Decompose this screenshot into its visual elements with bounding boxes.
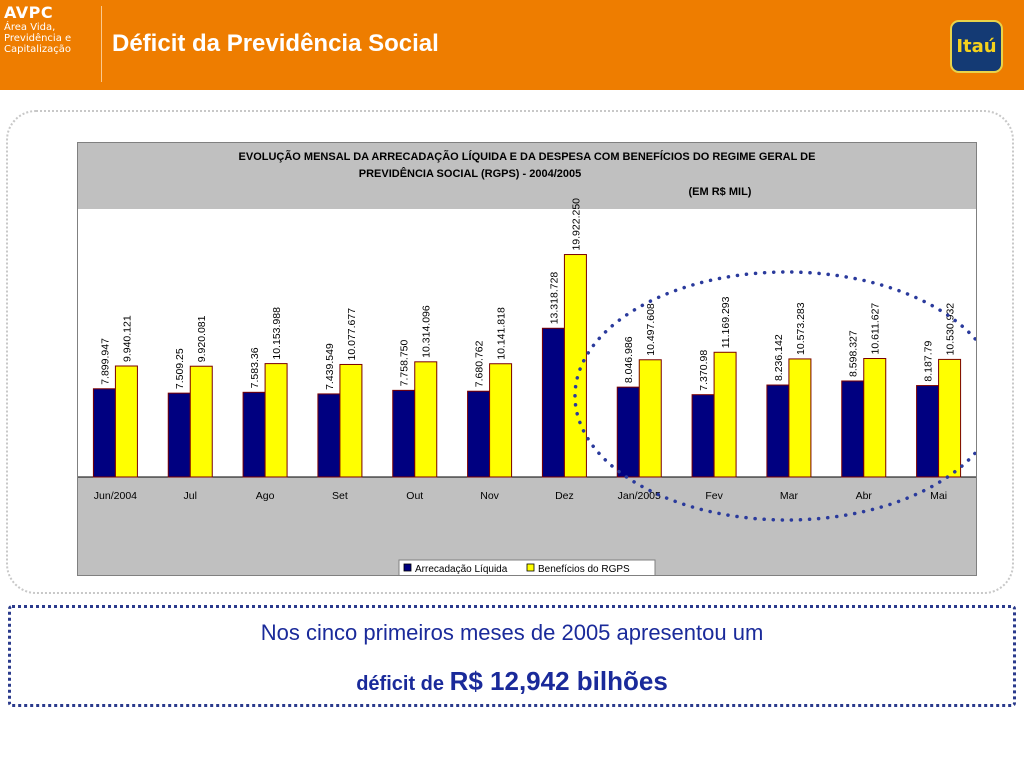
bar-arrecadacao-3 — [317, 393, 341, 478]
avpc-logo-line1: Área Vida, — [4, 21, 56, 33]
bar-label-arrecadacao-9: 8.236.142 — [773, 334, 785, 381]
bar-label-beneficios-8: 11.169.293 — [720, 296, 732, 348]
bar-beneficios-0 — [114, 365, 138, 478]
callout-line2: déficit de R$ 12,942 bilhões — [11, 666, 1013, 697]
legend-label-arrecadacao: Arrecadação Líquida — [415, 564, 508, 575]
bar-label-arrecadacao-3: 7.439.549 — [324, 343, 336, 390]
bar-label-beneficios-1: 9.920.081 — [196, 315, 208, 362]
bar-label-arrecadacao-2: 7.583.36 — [249, 347, 261, 388]
callout-box: Nos cinco primeiros meses de 2005 aprese… — [8, 605, 1016, 707]
bar-beneficios-8 — [713, 351, 737, 478]
x-tick-label-6: Dez — [555, 490, 574, 502]
bar-arrecadacao-1 — [167, 392, 191, 478]
bar-beneficios-5 — [489, 363, 513, 478]
x-tick-label-10: Abr — [856, 490, 873, 502]
legend-label-beneficios: Benefícios do RGPS — [538, 564, 630, 575]
bar-beneficios-4 — [414, 361, 438, 478]
bar-label-arrecadacao-7: 8.046.986 — [623, 336, 635, 383]
chart-title-line1: EVOLUÇÃO MENSAL DA ARRECADAÇÃO LÍQUIDA E… — [239, 150, 816, 163]
bar-beneficios-6 — [563, 254, 587, 478]
bar-arrecadacao-0 — [92, 388, 116, 478]
bar-beneficios-7 — [638, 359, 662, 478]
legend-swatch-beneficios — [526, 563, 535, 572]
bar-label-arrecadacao-0: 7.899.947 — [99, 338, 111, 385]
bar-beneficios-1 — [189, 365, 213, 478]
bar-arrecadacao-4 — [392, 389, 416, 478]
avpc-logo-line2: Previdência e — [4, 33, 72, 45]
bar-beneficios-2 — [264, 363, 288, 478]
x-tick-label-9: Mar — [780, 490, 799, 502]
legend-swatch-arrecadacao — [403, 563, 412, 572]
bar-label-arrecadacao-5: 7.680.762 — [474, 340, 486, 387]
callout-deficit-amount: R$ 12,942 bilhões — [449, 666, 668, 696]
bar-labels-group: 7.899.947 9.940.121 7.509.25 9.920.081 7.583… — [99, 198, 956, 391]
logo-divider — [101, 6, 102, 82]
bar-label-beneficios-7: 10.497.608 — [645, 303, 657, 356]
x-tick-label-8: Fev — [705, 490, 723, 502]
bar-label-beneficios-4: 10.314.096 — [421, 305, 433, 358]
header-bar: AVPC Área Vida, Previdência e Capitaliza… — [0, 0, 1024, 90]
x-tick-label-0: Jun/2004 — [94, 490, 137, 502]
chart-frame — [6, 110, 1014, 594]
bar-arrecadacao-10 — [841, 380, 865, 478]
itau-logo: Itaú — [950, 20, 1003, 73]
bar-arrecadacao-5 — [467, 390, 491, 478]
x-tick-label-3: Set — [332, 490, 348, 502]
bar-arrecadacao-7 — [616, 386, 640, 478]
page-title: Déficit da Previdência Social — [112, 30, 439, 57]
bar-arrecadacao-2 — [242, 391, 266, 478]
bar-beneficios-9 — [788, 358, 812, 478]
avpc-logo-line3: Capitalização — [4, 44, 71, 56]
legend: Arrecadação Líquida Benefícios do RGPS — [398, 559, 656, 575]
plot-area — [78, 209, 976, 477]
bar-label-arrecadacao-4: 7.758.750 — [399, 339, 411, 386]
avpc-logo-title: AVPC — [4, 3, 54, 22]
bar-label-arrecadacao-10: 8.598.327 — [848, 330, 860, 377]
bar-beneficios-10 — [863, 358, 887, 478]
x-tick-label-1: Jul — [184, 490, 197, 502]
bar-label-beneficios-10: 10.611.627 — [870, 303, 882, 355]
bar-label-beneficios-11: 10.530.932 — [945, 303, 957, 356]
callout-deficit-prefix: déficit de — [356, 673, 450, 695]
chart-title-line2: PREVIDÊNCIA SOCIAL (RGPS) - 2004/2005 — [359, 167, 582, 180]
highlight-ellipse — [573, 270, 976, 522]
bar-label-arrecadacao-11: 8.187.79 — [923, 341, 935, 382]
bars-group — [92, 254, 962, 478]
bar-label-beneficios-2: 10.153.988 — [271, 307, 283, 360]
x-tick-labels-group: Jun/2004 Jul Ago Set Out Nov Dez Jan/2005 Fev Mar… — [94, 490, 947, 502]
bar-label-beneficios-3: 10.077.677 — [346, 308, 358, 361]
x-tick-label-5: Nov — [480, 490, 499, 502]
chart-subtitle: (EM R$ MIL) — [689, 186, 752, 198]
x-tick-label-4: Out — [406, 490, 423, 502]
x-tick-label-11: Mai — [930, 490, 947, 502]
x-tick-label-2: Ago — [256, 490, 275, 502]
chart-panel: EVOLUÇÃO MENSAL DA ARRECADAÇÃO LÍQUIDA E… — [77, 142, 977, 576]
callout-line1: Nos cinco primeiros meses de 2005 aprese… — [260, 620, 764, 645]
bar-label-arrecadacao-6: 13.318.728 — [548, 272, 560, 325]
bar-label-beneficios-5: 10.141.818 — [496, 307, 508, 360]
bar-label-arrecadacao-8: 7.370.98 — [698, 350, 710, 391]
bar-label-arrecadacao-1: 7.509.25 — [174, 348, 186, 389]
bar-arrecadacao-8 — [691, 394, 715, 478]
bar-label-beneficios-0: 9.940.121 — [121, 315, 133, 362]
bar-arrecadacao-11 — [916, 385, 940, 478]
bar-label-beneficios-6: 19.922.250 — [570, 198, 582, 251]
bar-beneficios-11 — [938, 358, 962, 478]
bar-beneficios-3 — [339, 363, 363, 478]
avpc-logo: AVPC Área Vida, Previdência e Capitaliza… — [4, 4, 102, 88]
bar-label-beneficios-9: 10.573.283 — [795, 302, 807, 355]
bar-arrecadacao-6 — [541, 327, 565, 478]
bar-chart: EVOLUÇÃO MENSAL DA ARRECADAÇÃO LÍQUIDA E… — [78, 150, 976, 575]
x-tick-label-7: Jan/2005 — [618, 490, 661, 502]
bar-arrecadacao-9 — [766, 384, 790, 478]
